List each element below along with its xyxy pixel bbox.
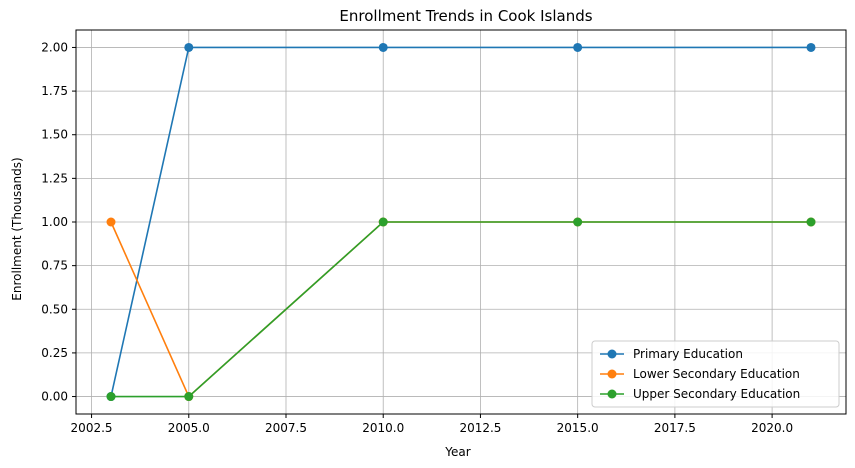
legend-label: Upper Secondary Education: [633, 387, 800, 401]
data-point: [806, 217, 816, 227]
plot-series: [106, 42, 816, 402]
x-tick-label: 2012.5: [459, 421, 501, 435]
axis-ticks: 2002.5 2005.0 2007.5 2010.0 2012.5 2015.0 2017…: [41, 40, 793, 435]
legend-label: Lower Secondary Education: [633, 367, 800, 381]
y-tick-label: 1.00: [41, 215, 68, 229]
x-axis-label: Year: [444, 445, 470, 459]
y-tick-label: 0.75: [41, 259, 68, 273]
legend-label: Primary Education: [633, 347, 743, 361]
data-point: [184, 392, 194, 402]
x-tick-label: 2015.0: [557, 421, 599, 435]
y-tick-label: 2.00: [41, 40, 68, 54]
data-point: [106, 392, 116, 402]
series-3: [106, 217, 816, 402]
x-tick-label: 2007.5: [265, 421, 307, 435]
data-point: [378, 42, 388, 52]
legend-marker: [607, 349, 617, 359]
y-tick-label: 1.25: [41, 171, 68, 185]
legend-marker: [607, 369, 617, 379]
x-tick-label: 2002.5: [71, 421, 113, 435]
x-tick-label: 2017.5: [654, 421, 696, 435]
legend: Primary Education Lower Secondary Educati…: [591, 340, 840, 408]
y-tick-label: 1.75: [41, 84, 68, 98]
data-point: [573, 42, 583, 52]
y-tick-label: 1.50: [41, 128, 68, 142]
y-axis-label: Enrollment (Thousands): [10, 157, 24, 300]
data-point: [378, 217, 388, 227]
y-tick-label: 0.50: [41, 302, 68, 316]
data-point: [806, 42, 816, 52]
x-tick-label: 2005.0: [168, 421, 210, 435]
data-point: [573, 217, 583, 227]
data-point: [106, 217, 116, 227]
x-tick-label: 2020.0: [751, 421, 793, 435]
legend-marker: [607, 389, 617, 399]
y-tick-label: 0.00: [41, 390, 68, 404]
legend-box: [591, 340, 840, 408]
data-point: [184, 42, 194, 52]
y-tick-label: 0.25: [41, 346, 68, 360]
chart-title: Enrollment Trends in Cook Islands: [339, 7, 592, 25]
x-tick-label: 2010.0: [362, 421, 404, 435]
